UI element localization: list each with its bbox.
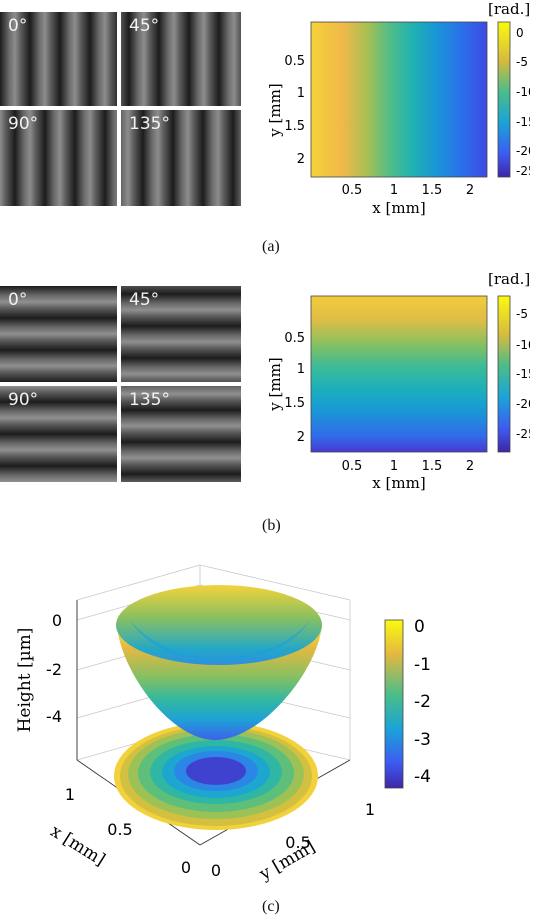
phase-shift-label: 0° bbox=[8, 16, 28, 36]
x-tick: 1.5 bbox=[422, 183, 443, 198]
phase-shift-label: 45° bbox=[129, 16, 160, 36]
y-tick: 1 bbox=[297, 362, 305, 377]
x-tick: 2 bbox=[466, 459, 474, 474]
interferogram-b-90: 90° bbox=[0, 386, 117, 482]
colorbar-tick: 0 bbox=[516, 26, 524, 40]
phase-map-image bbox=[310, 21, 488, 178]
colorbar-tick: -2 bbox=[414, 692, 431, 712]
x-tick: 1.5 bbox=[422, 459, 443, 474]
phase-map-image bbox=[310, 295, 488, 453]
colorbar bbox=[497, 295, 511, 453]
colorbar-tick: -10 bbox=[516, 338, 530, 352]
caption-a: (a) bbox=[262, 238, 280, 255]
surface-plot-c: 0 -2 -4 Height [µm] 1 0.5 0 x [mm] 0 0.5… bbox=[15, 564, 431, 885]
y-axis-label: y [mm] bbox=[266, 83, 284, 137]
y-tick: 0.5 bbox=[285, 833, 310, 852]
y-tick: 0.5 bbox=[284, 54, 305, 69]
x-tick: 0 bbox=[181, 858, 191, 877]
colorbar-unit-label: [rad.] bbox=[488, 270, 530, 288]
colorbar-tick: -1 bbox=[414, 655, 431, 675]
colorbar-tick: -25 bbox=[516, 427, 530, 441]
colorbar-tick: -15 bbox=[516, 367, 530, 381]
z-axis-label: Height [µm] bbox=[15, 628, 35, 733]
y-tick: 0 bbox=[211, 861, 221, 880]
colorbar-tick: -4 bbox=[414, 767, 431, 787]
interferogram-b-0: 0° bbox=[0, 286, 117, 382]
interferogram-a-135: 135° bbox=[121, 110, 241, 206]
x-tick: 2 bbox=[466, 183, 474, 198]
z-tick: -2 bbox=[46, 660, 62, 679]
y-tick: 1.5 bbox=[284, 396, 305, 411]
colorbar-tick: -5 bbox=[516, 307, 528, 321]
phase-shift-label: 135° bbox=[129, 114, 170, 134]
interferogram-a-45: 45° bbox=[121, 12, 241, 106]
y-tick: 1 bbox=[297, 86, 305, 101]
x-axis-label: x [mm] bbox=[372, 199, 425, 217]
y-tick: 2 bbox=[297, 430, 305, 445]
x-tick: 0.5 bbox=[342, 183, 363, 198]
phase-shift-label: 135° bbox=[129, 390, 170, 410]
y-tick: 2 bbox=[297, 152, 305, 167]
z-tick: 0 bbox=[52, 611, 62, 630]
phase-shift-label: 90° bbox=[8, 114, 39, 134]
phase-shift-label: 0° bbox=[8, 290, 28, 310]
colorbar-tick: -3 bbox=[414, 730, 431, 750]
contour-projection bbox=[114, 722, 318, 830]
colorbar-unit-label: [rad.] bbox=[488, 0, 530, 18]
interferogram-b-135: 135° bbox=[121, 386, 241, 482]
z-tick: -4 bbox=[46, 707, 62, 726]
phase-shift-label: 90° bbox=[8, 390, 39, 410]
x-tick: 1 bbox=[390, 459, 398, 474]
phase-map-b: 0.5 1 1.5 2 0.5 1 1.5 2 x [mm] y [mm] [r… bbox=[266, 270, 530, 492]
y-tick: 1.5 bbox=[284, 119, 305, 134]
colorbar-tick: -10 bbox=[516, 85, 530, 99]
caption-b: (b) bbox=[262, 517, 281, 534]
paraboloid-surface bbox=[116, 585, 322, 740]
x-tick: 0.5 bbox=[107, 820, 132, 839]
x-axis-label: x [mm] bbox=[47, 821, 109, 870]
interferogram-b-45: 45° bbox=[121, 286, 241, 382]
colorbar bbox=[497, 21, 511, 178]
colorbar bbox=[384, 619, 404, 789]
x-tick: 1 bbox=[65, 785, 75, 804]
interferogram-a-0: 0° bbox=[0, 12, 117, 106]
x-tick: 0.5 bbox=[342, 459, 363, 474]
colorbar-tick: -20 bbox=[516, 397, 530, 411]
x-tick: 1 bbox=[390, 183, 398, 198]
y-tick: 0.5 bbox=[284, 331, 305, 346]
y-axis-label: y [mm] bbox=[266, 357, 284, 411]
colorbar-tick: -5 bbox=[516, 55, 528, 69]
phase-shift-label: 45° bbox=[129, 290, 160, 310]
phase-map-a: 0.5 1 1.5 2 0.5 1 1.5 2 x [mm] y [mm] [r… bbox=[266, 0, 530, 217]
colorbar-tick: -25 bbox=[516, 164, 530, 178]
colorbar-tick: -15 bbox=[516, 115, 530, 129]
colorbar-tick: 0 bbox=[414, 617, 425, 637]
caption-c: (c) bbox=[262, 898, 280, 915]
interferogram-a-90: 90° bbox=[0, 110, 117, 206]
colorbar-tick: -20 bbox=[516, 144, 530, 158]
y-tick: 1 bbox=[365, 800, 375, 819]
x-axis-label: x [mm] bbox=[372, 474, 425, 492]
